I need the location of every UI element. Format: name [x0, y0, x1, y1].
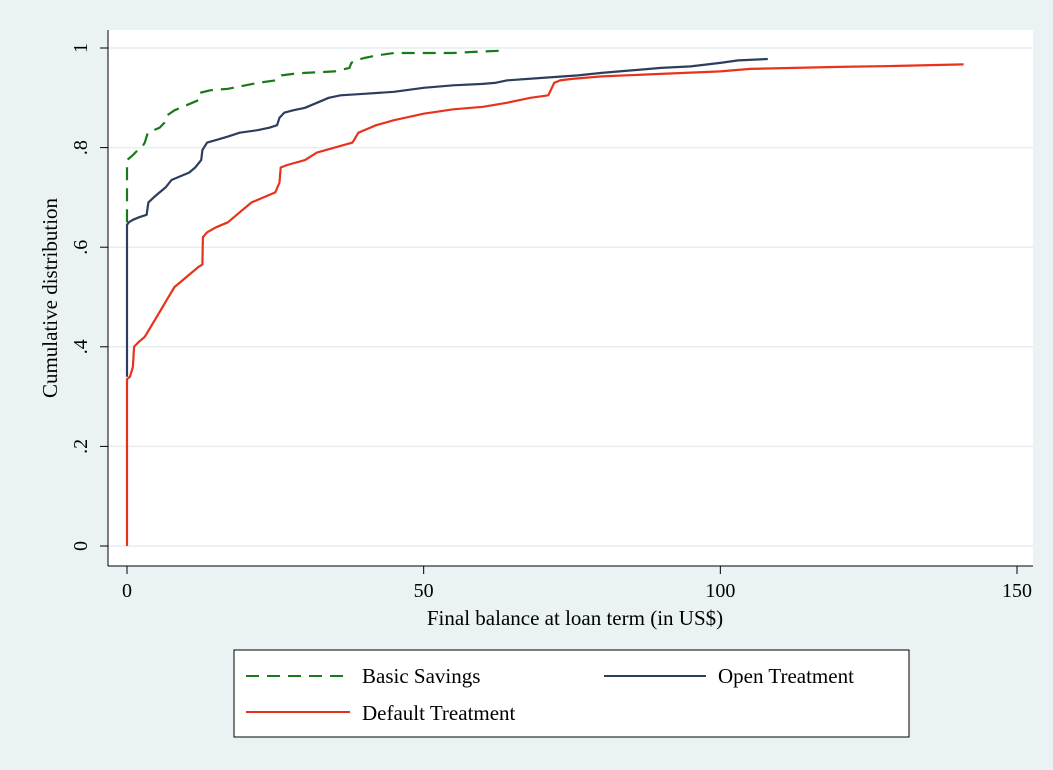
y-tick-label-4: .8 [70, 140, 92, 155]
y-ticks: 0 .2 .4 .6 .8 1 [70, 43, 108, 551]
legend-label-basic-savings: Basic Savings [362, 664, 480, 688]
y-axis-title: Cumulative distribution [38, 197, 62, 398]
legend-box [233, 649, 910, 738]
series-line-basic-savings [125, 49, 507, 223]
plot-area [108, 30, 1033, 566]
x-tick-label-2: 100 [705, 580, 735, 602]
legend-label-open-treatment: Open Treatment [718, 664, 854, 688]
gridlines [108, 47, 1033, 547]
x-tick-label-0: 0 [122, 580, 132, 602]
y-tick-label-1: .2 [70, 439, 92, 454]
y-tick-label-3: .6 [70, 240, 92, 255]
series-line-default-treatment [125, 63, 964, 546]
x-ticks: 0 50 100 150 [122, 566, 1032, 602]
y-tick-label-5: 1 [70, 43, 92, 53]
series-layer [125, 49, 964, 546]
x-tick-label-1: 50 [414, 580, 434, 602]
legend-label-default-treatment: Default Treatment [362, 701, 516, 725]
y-tick-label-2: .4 [70, 339, 92, 354]
series-line-open-treatment [125, 57, 768, 377]
x-tick-label-3: 150 [1002, 580, 1032, 602]
legend: Basic Savings Open Treatment Default Tre… [233, 649, 910, 738]
x-axis-title: Final balance at loan term (in US$) [427, 606, 723, 630]
y-tick-label-0: 0 [70, 541, 92, 551]
axes [107, 30, 1033, 567]
